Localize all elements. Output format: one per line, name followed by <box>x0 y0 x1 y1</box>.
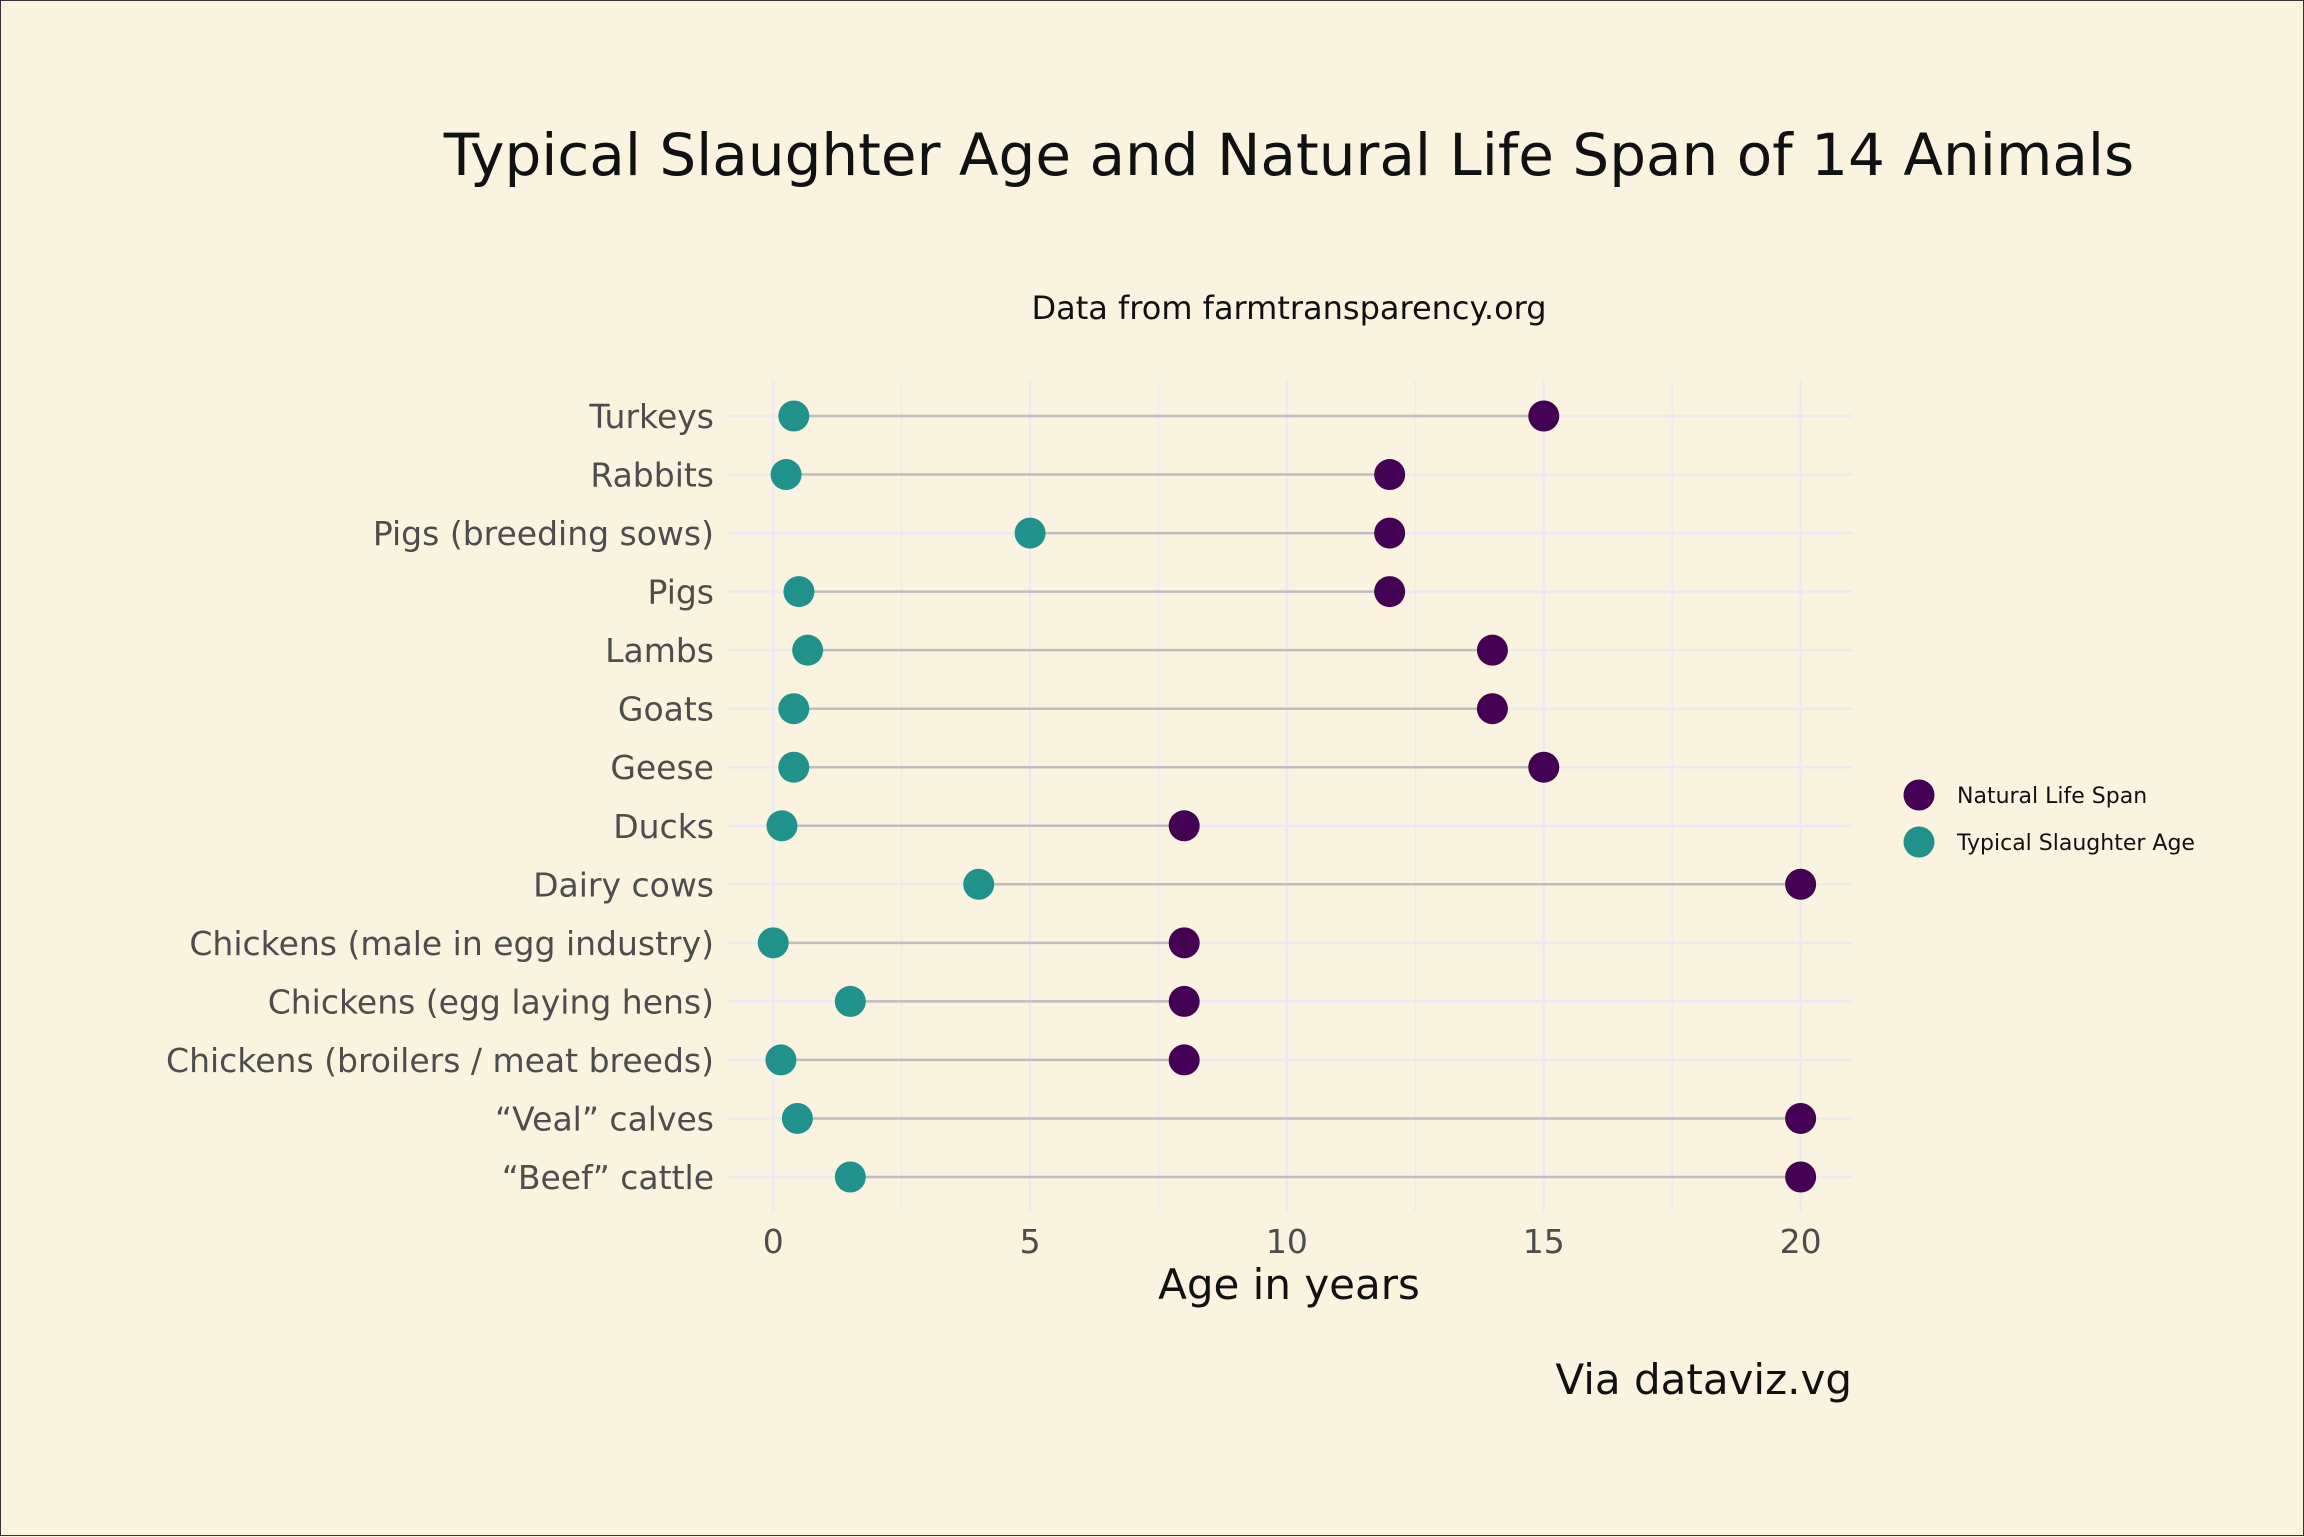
chart-caption: Via dataviz.vg <box>1555 1355 1852 1404</box>
y-tick-label: Pigs <box>648 573 714 612</box>
slaughter-age-point <box>963 868 995 900</box>
natural-life-span-point <box>1528 751 1560 783</box>
y-axis-tick-labels: Turkeys Rabbits Pigs (breeding sows) Pigs La… <box>166 397 714 1197</box>
x-tick-label: 20 <box>1780 1222 1822 1261</box>
slaughter-age-point <box>792 634 824 666</box>
y-tick-label: Chickens (broilers / meat breeds) <box>166 1041 714 1080</box>
x-tick-label: 0 <box>763 1222 784 1261</box>
x-tick-label: 15 <box>1523 1222 1565 1261</box>
y-tick-label: Pigs (breeding sows) <box>373 514 714 553</box>
natural-life-span-point <box>1476 634 1508 666</box>
y-tick-label: Goats <box>618 690 714 729</box>
slaughter-age-point <box>766 810 798 842</box>
slaughter-age-point <box>778 751 810 783</box>
slaughter-age-point <box>1014 517 1046 549</box>
natural-life-span-point <box>1374 576 1406 608</box>
legend: Natural Life Span Typical Slaughter Age <box>1903 779 2195 858</box>
natural-life-span-point <box>1785 868 1817 900</box>
x-axis-label: Age in years <box>1158 1260 1420 1309</box>
y-tick-label: Ducks <box>613 807 714 846</box>
natural-life-span-point <box>1168 1044 1200 1076</box>
chart-subtitle: Data from farmtransparency.org <box>1031 289 1546 327</box>
y-tick-label: Chickens (male in egg industry) <box>189 924 714 963</box>
y-tick-label: Chickens (egg laying hens) <box>268 982 714 1021</box>
x-axis-tick-labels: 0 5 10 15 20 <box>763 1222 1822 1261</box>
slaughter-age-point <box>834 1161 866 1193</box>
natural-life-span-point <box>1528 400 1560 432</box>
slaughter-age-point <box>781 1102 813 1134</box>
x-tick-label: 5 <box>1020 1222 1041 1261</box>
legend-marker <box>1903 779 1935 811</box>
slaughter-age-point <box>778 693 810 725</box>
slaughter-age-point <box>834 985 866 1017</box>
natural-life-span-point <box>1374 517 1406 549</box>
y-tick-label: Dairy cows <box>533 865 714 904</box>
x-tick-label: 10 <box>1266 1222 1308 1261</box>
legend-marker <box>1903 826 1935 858</box>
y-tick-label: Geese <box>610 748 714 787</box>
natural-life-span-point <box>1168 985 1200 1017</box>
natural-life-span-point <box>1785 1102 1817 1134</box>
natural-life-span-point <box>1785 1161 1817 1193</box>
natural-life-span-point <box>1168 927 1200 959</box>
dumbbell-segments <box>773 414 1801 1179</box>
y-tick-label: “Veal” calves <box>495 1099 714 1138</box>
slaughter-age-point <box>783 576 815 608</box>
slaughter-age-point <box>770 459 802 491</box>
y-tick-label: Lambs <box>605 631 714 670</box>
natural-life-span-point <box>1476 693 1508 725</box>
grid-lines <box>727 381 1852 1211</box>
legend-label: Typical Slaughter Age <box>1956 831 2195 856</box>
slaughter-age-point <box>765 1044 797 1076</box>
y-tick-label: “Beef” cattle <box>502 1158 714 1197</box>
legend-label: Natural Life Span <box>1957 784 2147 809</box>
slaughter-age-point <box>757 927 789 959</box>
data-points <box>757 400 1817 1193</box>
slaughter-age-point <box>778 400 810 432</box>
y-tick-label: Rabbits <box>590 456 714 495</box>
natural-life-span-point <box>1168 810 1200 842</box>
y-tick-label: Turkeys <box>588 397 714 436</box>
natural-life-span-point <box>1374 459 1406 491</box>
chart-title: Typical Slaughter Age and Natural Life S… <box>443 121 2135 189</box>
